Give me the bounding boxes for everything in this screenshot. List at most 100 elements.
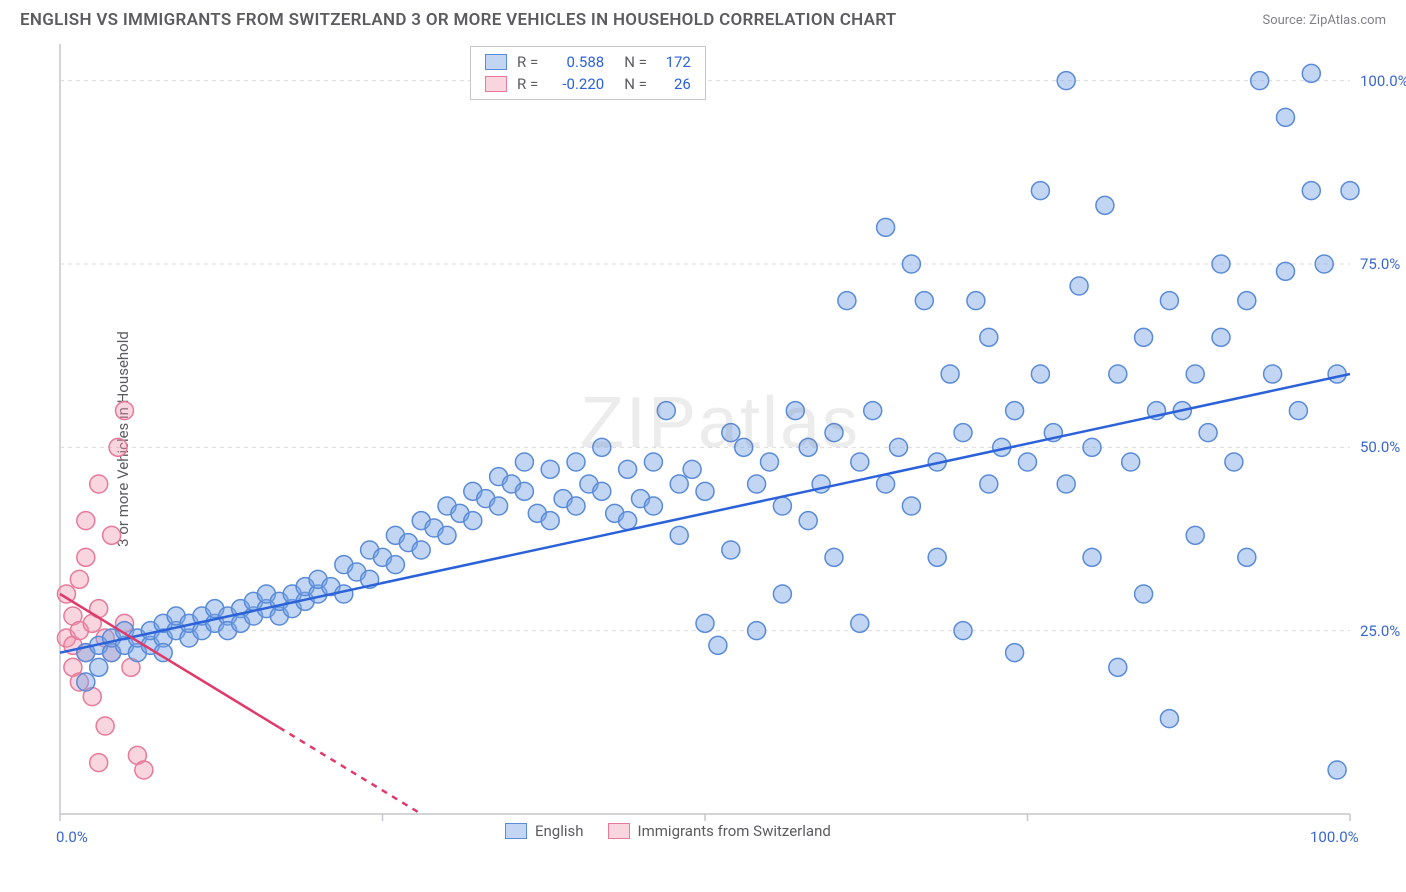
data-point — [915, 292, 933, 310]
data-point — [786, 402, 804, 420]
data-point — [1160, 710, 1178, 728]
y-tick-label: 100.0% — [1360, 72, 1406, 90]
data-point — [438, 526, 456, 544]
data-point — [1277, 108, 1295, 126]
data-point — [722, 541, 740, 559]
data-point — [902, 497, 920, 515]
data-point — [696, 482, 714, 500]
data-point — [135, 761, 153, 779]
legend-swatch — [608, 823, 630, 839]
data-point — [761, 453, 779, 471]
data-point — [567, 497, 585, 515]
data-point — [1135, 585, 1153, 603]
series-legend: English Immigrants from Switzerland — [505, 822, 831, 840]
data-point — [928, 548, 946, 566]
correlation-legend: R =0.588N =172R =-0.220N =26 — [470, 46, 706, 100]
data-point — [1019, 453, 1037, 471]
data-point — [90, 754, 108, 772]
data-point — [567, 453, 585, 471]
data-point — [593, 482, 611, 500]
data-point — [464, 512, 482, 530]
legend-item: English — [505, 822, 584, 840]
data-point — [954, 622, 972, 640]
data-point — [773, 585, 791, 603]
data-point — [1328, 761, 1346, 779]
data-point — [515, 453, 533, 471]
data-point — [851, 614, 869, 632]
correlation-row: R =-0.220N =26 — [471, 73, 705, 95]
data-point — [1122, 453, 1140, 471]
n-value: 26 — [657, 75, 691, 93]
data-point — [670, 475, 688, 493]
legend-swatch — [505, 823, 527, 839]
data-point — [954, 424, 972, 442]
chart-title: ENGLISH VS IMMIGRANTS FROM SWITZERLAND 3… — [20, 10, 897, 30]
data-point — [412, 541, 430, 559]
data-point — [864, 402, 882, 420]
r-label: R = — [517, 53, 538, 71]
data-point — [77, 673, 95, 691]
data-point — [1199, 424, 1217, 442]
data-point — [1083, 438, 1101, 456]
data-point — [825, 548, 843, 566]
data-point — [1289, 402, 1307, 420]
data-point — [799, 512, 817, 530]
r-value: -0.220 — [548, 75, 604, 93]
data-point — [902, 255, 920, 273]
data-point — [1160, 292, 1178, 310]
legend-swatch — [485, 76, 507, 92]
data-point — [890, 438, 908, 456]
legend-item: Immigrants from Switzerland — [608, 822, 831, 840]
data-point — [722, 424, 740, 442]
data-point — [90, 658, 108, 676]
data-point — [1264, 365, 1282, 383]
data-point — [644, 453, 662, 471]
data-point — [1302, 64, 1320, 82]
data-point — [825, 424, 843, 442]
x-tick-label: 100.0% — [1310, 828, 1359, 846]
data-point — [941, 365, 959, 383]
n-value: 172 — [657, 53, 691, 71]
trend-line — [60, 374, 1350, 653]
source-label: Source: ZipAtlas.com — [1262, 13, 1386, 28]
data-point — [1070, 277, 1088, 295]
data-point — [103, 526, 121, 544]
data-point — [644, 497, 662, 515]
data-point — [1135, 328, 1153, 346]
data-point — [1212, 255, 1230, 273]
data-point — [657, 402, 675, 420]
data-point — [773, 497, 791, 515]
data-point — [683, 460, 701, 478]
data-point — [541, 512, 559, 530]
r-value: 0.588 — [548, 53, 604, 71]
data-point — [851, 453, 869, 471]
data-point — [1186, 365, 1204, 383]
data-point — [1109, 365, 1127, 383]
chart-container: 3 or more Vehicles in Household ZIPatlas… — [50, 44, 1390, 834]
data-point — [748, 622, 766, 640]
data-point — [670, 526, 688, 544]
data-point — [593, 438, 611, 456]
data-point — [116, 402, 134, 420]
data-point — [980, 475, 998, 493]
data-point — [335, 585, 353, 603]
y-tick-label: 75.0% — [1360, 255, 1400, 273]
data-point — [1057, 72, 1075, 90]
r-label: R = — [517, 75, 538, 93]
data-point — [735, 438, 753, 456]
data-point — [709, 636, 727, 654]
y-tick-label: 50.0% — [1360, 438, 1400, 456]
data-point — [1031, 365, 1049, 383]
data-point — [541, 460, 559, 478]
data-point — [1083, 548, 1101, 566]
data-point — [748, 475, 766, 493]
data-point — [1006, 402, 1024, 420]
data-point — [1315, 255, 1333, 273]
data-point — [838, 292, 856, 310]
data-point — [109, 438, 127, 456]
data-point — [1302, 182, 1320, 200]
data-point — [1212, 328, 1230, 346]
trend-line-dashed — [279, 728, 421, 814]
data-point — [90, 475, 108, 493]
scatter-plot — [50, 44, 1390, 834]
